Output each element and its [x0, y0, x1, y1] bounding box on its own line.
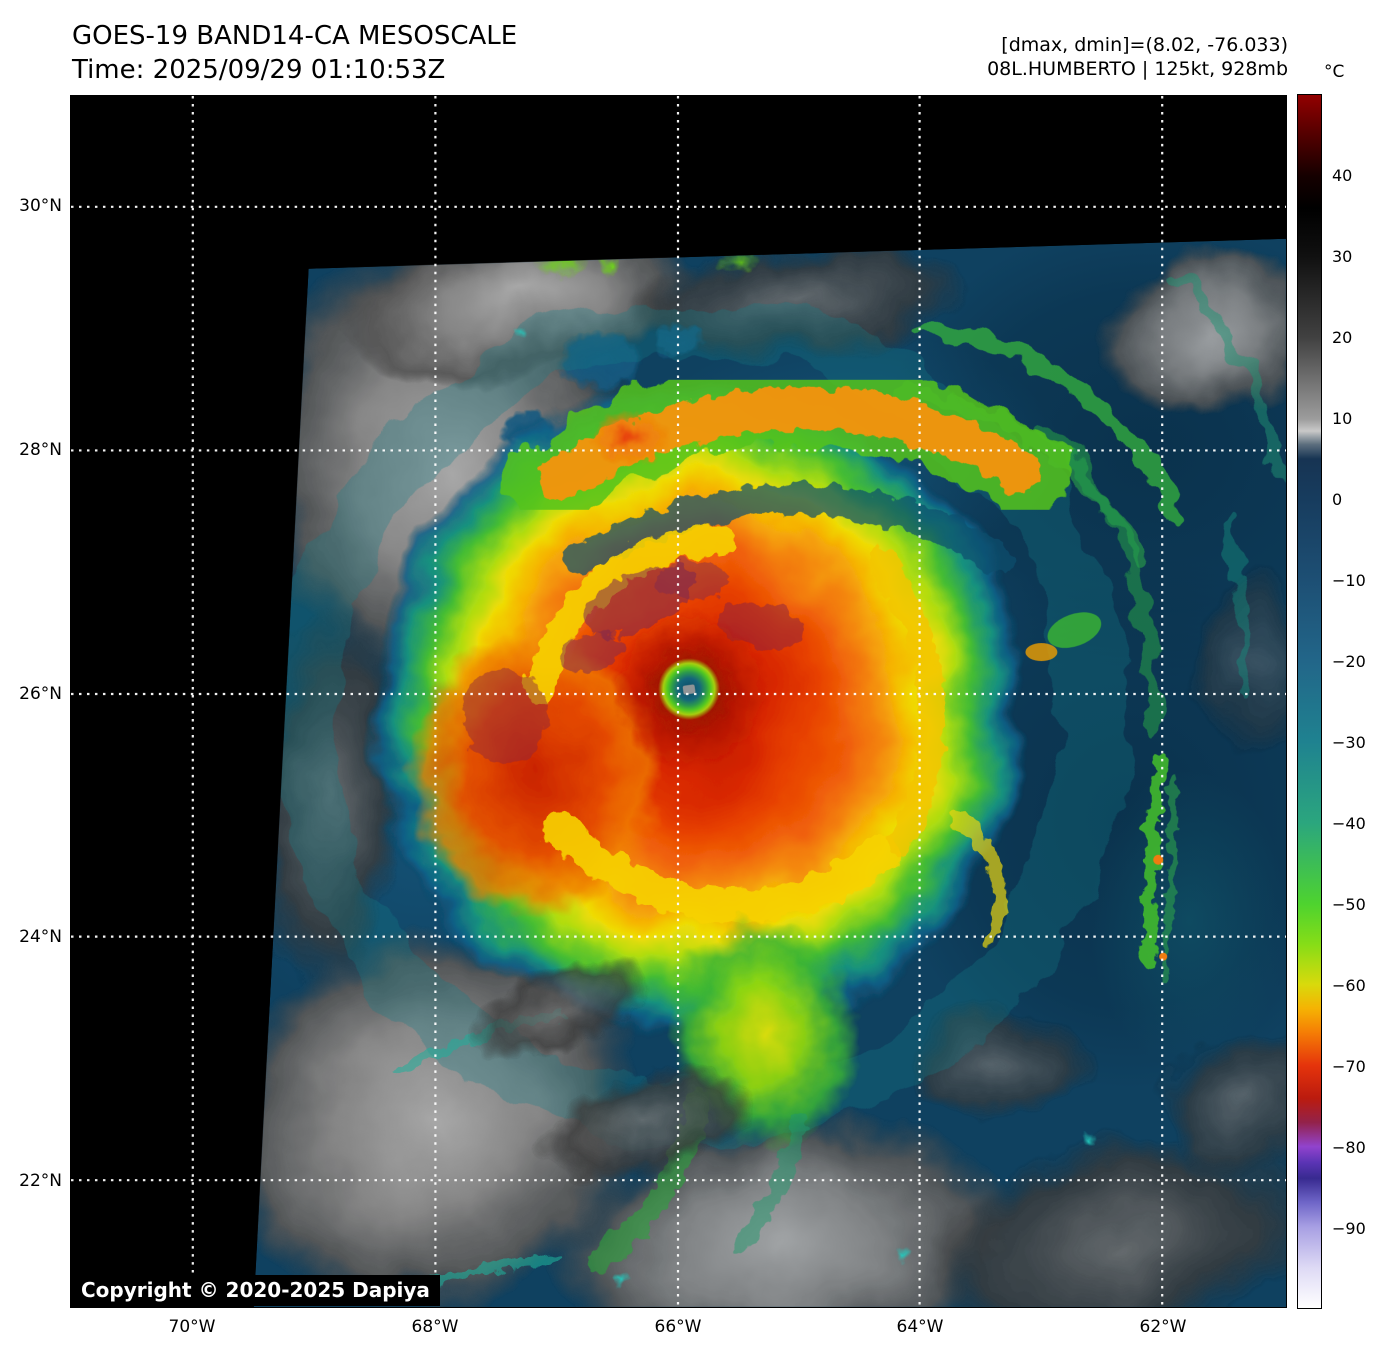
ocean-shade	[1089, 769, 1286, 1070]
product-title: GOES-19 BAND14-CA MESOSCALE	[72, 21, 518, 51]
header-left: GOES-19 BAND14-CA MESOSCALE Time: 2025/0…	[72, 19, 517, 87]
data-range-readout: [dmax, dmin]=(8.02, -76.033)	[1001, 34, 1288, 56]
colorbar-tick: 20	[1332, 328, 1353, 347]
colorbar-tick: −80	[1332, 1138, 1366, 1157]
lon-label-70w: 70°W	[168, 1317, 216, 1337]
lat-label-26n: 26°N	[19, 684, 62, 704]
graticule	[71, 96, 1286, 1307]
lat-label-30n: 30°N	[19, 196, 62, 216]
satellite-map: Copyright © 2020-2025 Dapiya	[70, 95, 1287, 1308]
header-right: [dmax, dmin]=(8.02, -76.033) 08L.HUMBERT…	[987, 33, 1288, 81]
lat-label-24n: 24°N	[19, 927, 62, 947]
colorbar-tick: 40	[1332, 166, 1353, 185]
colorbar-tick: −60	[1332, 976, 1366, 995]
lon-label-62w: 62°W	[1139, 1317, 1187, 1337]
lon-label-64w: 64°W	[896, 1317, 944, 1337]
colorbar-unit-label: °C	[1324, 62, 1345, 82]
colorbar-tick: −30	[1332, 733, 1366, 752]
satellite-image	[71, 96, 1286, 1307]
lat-label-22n: 22°N	[19, 1171, 62, 1191]
lon-label-66w: 66°W	[654, 1317, 702, 1337]
yellow-spiral-arcs	[525, 525, 1008, 948]
storm-intensity-readout: 08L.HUMBERTO | 125kt, 928mb	[987, 58, 1288, 80]
mesoscale-data-region	[253, 238, 1286, 1307]
colorbar-tick: −90	[1332, 1219, 1366, 1238]
colorbar-tick: −50	[1332, 895, 1366, 914]
timestamp: Time: 2025/09/29 01:10:53Z	[72, 55, 446, 85]
eye-warm-pixel	[682, 684, 696, 695]
lat-label-28n: 28°N	[19, 440, 62, 460]
colorbar-tick: −40	[1332, 814, 1366, 833]
colorbar-tick: 30	[1332, 247, 1353, 266]
temperature-colorbar	[1297, 94, 1322, 1309]
colorbar-tick: −10	[1332, 571, 1366, 590]
colorbar-tick: −70	[1332, 1057, 1366, 1076]
colorbar-tick: −20	[1332, 652, 1366, 671]
lon-label-68w: 68°W	[411, 1317, 459, 1337]
band-hot-spot	[590, 410, 671, 465]
foreground-gray-wisps	[469, 958, 757, 1183]
colorbar-tick: 10	[1332, 409, 1353, 428]
copyright-badge: Copyright © 2020-2025 Dapiya	[72, 1275, 440, 1306]
coldest-cloud-tops	[463, 560, 806, 763]
colorbar-tick: 0	[1332, 490, 1343, 509]
